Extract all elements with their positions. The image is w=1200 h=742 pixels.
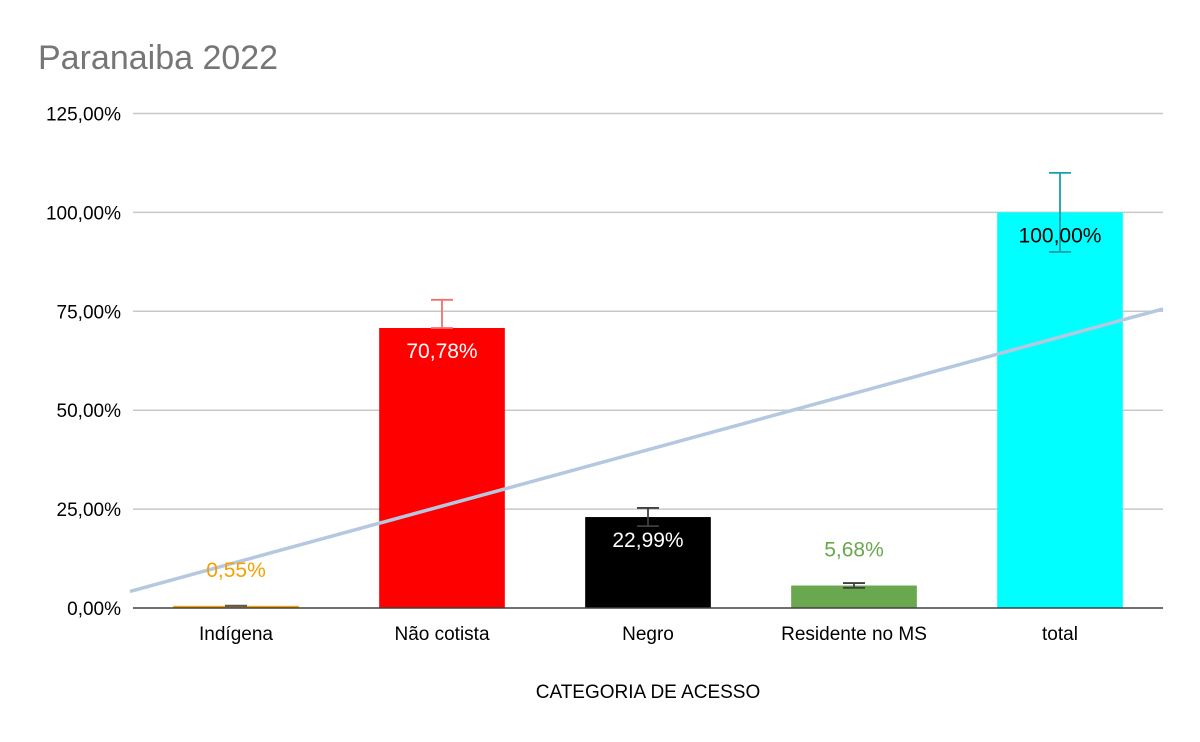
x-tick-label: Negro [622,624,674,645]
x-axis-title: CATEGORIA DE ACESSO [536,682,761,703]
data-labels: 0,55% 70,78% 22,99% 5,68% 100,00% [206,224,1101,581]
x-tick-label: total [1042,624,1078,645]
data-label: 5,68% [824,539,884,562]
error-bar [843,582,865,589]
y-tick-label: 25,00% [57,500,122,521]
y-tick-label: 0,00% [67,599,121,620]
error-bar [1049,171,1071,253]
trendline-layer [129,307,1164,594]
y-tick-label: 50,00% [57,401,122,422]
data-label: 22,99% [612,529,683,552]
bar [997,212,1123,608]
y-axis-ticks: 0,00% 25,00% 50,00% 75,00% 100,00% 125,00% [46,105,121,621]
error-bars [225,171,1071,607]
y-tick-label: 125,00% [46,105,121,126]
error-bar [637,507,659,528]
gridlines [133,112,1163,510]
y-tick-label: 100,00% [46,203,121,224]
x-tick-label: Indígena [199,624,273,645]
x-tick-label: Residente no MS [781,624,927,645]
trendline [129,307,1164,594]
bar [379,327,505,608]
data-label: 0,55% [206,559,266,582]
data-label: 70,78% [406,340,477,363]
bar [791,585,917,608]
data-label: 100,00% [1019,224,1102,247]
x-tick-label: Não cotista [394,624,489,645]
chart-title: Paranaiba 2022 [38,39,278,77]
error-bar [431,298,453,329]
x-axis-ticks: Indígena Não cotista Negro Residente no MS t… [199,624,1078,645]
bar [585,517,711,608]
y-tick-label: 75,00% [57,302,122,323]
